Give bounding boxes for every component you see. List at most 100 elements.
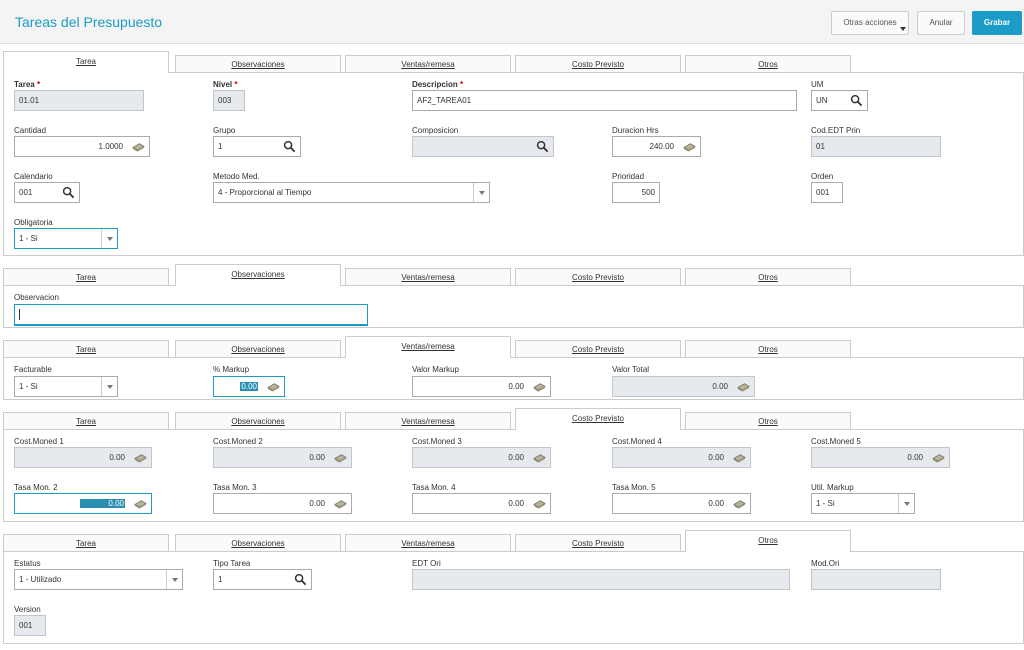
grupo-input[interactable]: 1 [213, 136, 301, 157]
tab-bar: Tarea Observaciones Ventas/remesa Costo … [3, 336, 1024, 358]
cm5-field: 0.00 [811, 447, 950, 468]
tab-bar: Tarea Observaciones Ventas/remesa Costo … [3, 408, 1024, 430]
tab-tarea[interactable]: Tarea [3, 268, 169, 286]
tab-observaciones[interactable]: Observaciones [175, 264, 341, 286]
other-actions-button[interactable]: Otras acciones [831, 11, 909, 35]
tipo-tarea-value: 1 [218, 575, 223, 584]
chevron-down-icon[interactable] [101, 229, 117, 248]
search-icon[interactable] [850, 94, 863, 107]
tab-ventas[interactable]: Ventas/remesa [345, 412, 511, 430]
observacion-textarea[interactable] [14, 304, 368, 326]
search-icon[interactable] [283, 140, 296, 153]
util-markup-label: Util. Markup [811, 483, 854, 492]
chevron-down-icon[interactable] [473, 183, 489, 202]
calculator-icon[interactable] [733, 497, 746, 510]
prioridad-input[interactable]: 500 [612, 182, 660, 203]
util-markup-select[interactable]: 1 - Si [811, 493, 915, 514]
cm1-field: 0.00 [14, 447, 152, 468]
tab-ventas[interactable]: Ventas/remesa [345, 268, 511, 286]
tm5-input[interactable]: 0.00 [612, 493, 751, 514]
tab-bar: Tarea Observaciones Ventas/remesa Costo … [3, 51, 1024, 73]
tab-otros[interactable]: Otros [685, 268, 851, 286]
um-input[interactable]: UN [811, 90, 868, 111]
tm5-value: 0.00 [708, 499, 724, 508]
tm3-value: 0.00 [309, 499, 325, 508]
chevron-down-icon[interactable] [166, 570, 182, 589]
tab-costo[interactable]: Costo Previsto [515, 268, 681, 286]
metodo-label: Metodo Med. [213, 172, 260, 181]
tm5-label: Tasa Mon. 5 [612, 483, 656, 492]
metodo-value: 4 - Proporcional al Tiempo [218, 188, 312, 197]
tab-bar: Tarea Observaciones Ventas/remesa Costo … [3, 530, 1024, 552]
valor-markup-input[interactable]: 0.00 [412, 376, 551, 397]
cantidad-input[interactable]: 1.0000 [14, 136, 150, 157]
tm3-input[interactable]: 0.00 [213, 493, 352, 514]
cm4-field: 0.00 [612, 447, 751, 468]
calculator-icon[interactable] [267, 380, 280, 393]
calendario-input[interactable]: 001 [14, 182, 80, 203]
cm4-label: Cost.Moned 4 [612, 437, 662, 446]
cm4-value: 0.00 [708, 453, 724, 462]
tab-ventas[interactable]: Ventas/remesa [345, 534, 511, 552]
cm5-label: Cost.Moned 5 [811, 437, 861, 446]
tipo-tarea-input[interactable]: 1 [213, 569, 312, 590]
calculator-icon [737, 380, 750, 393]
search-icon[interactable] [62, 186, 75, 199]
tab-observaciones[interactable]: Observaciones [175, 412, 341, 430]
descripcion-input[interactable]: AF2_TAREA01 [412, 90, 797, 111]
tab-costo[interactable]: Costo Previsto [515, 340, 681, 358]
tab-ventas[interactable]: Ventas/remesa [345, 55, 511, 73]
duracion-input[interactable]: 240.00 [612, 136, 701, 157]
obligatoria-select[interactable]: 1 - Si [14, 228, 118, 249]
cm5-value: 0.00 [907, 453, 923, 462]
calendario-label: Calendario [14, 172, 53, 181]
calculator-icon[interactable] [132, 140, 145, 153]
calculator-icon[interactable] [134, 497, 147, 510]
calculator-icon[interactable] [533, 497, 546, 510]
version-field: 001 [14, 615, 46, 636]
tab-tarea[interactable]: Tarea [3, 534, 169, 552]
calculator-icon [533, 451, 546, 464]
estatus-select[interactable]: 1 - Utilizado [14, 569, 183, 590]
tm4-input[interactable]: 0.00 [412, 493, 551, 514]
tab-ventas[interactable]: Ventas/remesa [345, 336, 511, 358]
tab-otros[interactable]: Otros [685, 412, 851, 430]
section-observaciones: Tarea Observaciones Ventas/remesa Costo … [3, 264, 1024, 328]
page-title: Tareas del Presupuesto [15, 14, 163, 30]
tab-otros[interactable]: Otros [685, 55, 851, 73]
chevron-down-icon[interactable] [898, 494, 914, 513]
tab-costo[interactable]: Costo Previsto [515, 408, 681, 430]
facturable-select[interactable]: 1 - Si [14, 376, 118, 397]
tab-otros[interactable]: Otros [685, 340, 851, 358]
chevron-down-icon[interactable] [101, 377, 117, 396]
composicion-field[interactable] [412, 136, 554, 157]
tab-tarea[interactable]: Tarea [3, 340, 169, 358]
cancel-button[interactable]: Anular [917, 11, 965, 35]
tab-tarea[interactable]: Tarea [3, 412, 169, 430]
search-icon[interactable] [294, 573, 307, 586]
tab-observaciones[interactable]: Observaciones [175, 340, 341, 358]
markup-input[interactable]: 0.00 [213, 376, 285, 397]
section-ventas: Tarea Observaciones Ventas/remesa Costo … [3, 336, 1024, 400]
mod-ori-field [811, 569, 941, 590]
tab-otros[interactable]: Otros [685, 530, 851, 552]
chevron-down-icon [900, 27, 906, 31]
tm2-input[interactable]: 0.00 [14, 493, 152, 514]
save-button[interactable]: Grabar [972, 11, 1022, 35]
search-icon[interactable] [536, 140, 549, 153]
calculator-icon[interactable] [683, 140, 696, 153]
tab-costo[interactable]: Costo Previsto [515, 534, 681, 552]
calculator-icon[interactable] [334, 497, 347, 510]
orden-input[interactable]: 001 [811, 182, 843, 203]
metodo-select[interactable]: 4 - Proporcional al Tiempo [213, 182, 490, 203]
tab-costo[interactable]: Costo Previsto [515, 55, 681, 73]
valor-total-value: 0.00 [712, 382, 728, 391]
cm2-field: 0.00 [213, 447, 352, 468]
calculator-icon[interactable] [533, 380, 546, 393]
codedt-label: Cod.EDT Prin [811, 126, 861, 135]
nivel-field: 003 [213, 90, 245, 111]
tab-observaciones[interactable]: Observaciones [175, 534, 341, 552]
edt-ori-label: EDT Ori [412, 559, 441, 568]
tab-observaciones[interactable]: Observaciones [175, 55, 341, 73]
tab-tarea[interactable]: Tarea [3, 51, 169, 73]
